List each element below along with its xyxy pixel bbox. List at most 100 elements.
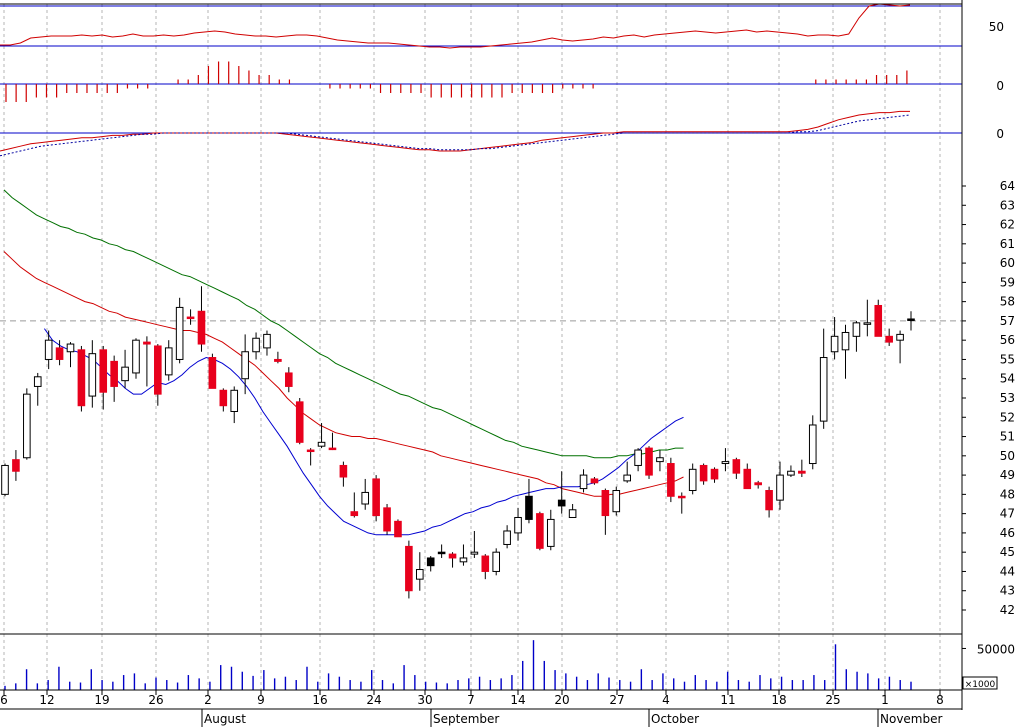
candle-body — [798, 470, 806, 474]
candlestick — [601, 488, 610, 535]
candle-body — [470, 551, 479, 555]
candlestick — [274, 351, 282, 364]
candlestick — [121, 349, 129, 389]
price-tick-label: 64 — [1000, 179, 1015, 193]
candle-body — [874, 304, 883, 337]
candlestick — [317, 423, 326, 449]
candle-body — [110, 360, 118, 387]
candle-body — [44, 339, 53, 360]
candle-body — [394, 520, 402, 538]
candle-body — [448, 553, 457, 559]
candle-body — [776, 474, 784, 501]
candlestick — [252, 332, 260, 360]
x-day-label: 16 — [312, 693, 327, 707]
candle-body — [241, 351, 249, 380]
macd-panel: 0 — [0, 110, 1004, 157]
candlestick — [677, 492, 686, 514]
candlestick — [645, 446, 653, 479]
candle-body — [721, 461, 730, 465]
price-tick-label: 46 — [1000, 526, 1015, 540]
candle-body — [274, 358, 282, 362]
candlestick — [230, 386, 239, 424]
candle-body — [656, 457, 664, 463]
candle-body — [12, 459, 20, 472]
candle-body — [503, 530, 511, 545]
candle-body — [306, 449, 315, 453]
candle-body — [754, 482, 762, 486]
x-day-label: 26 — [148, 693, 163, 707]
candle-body — [1, 464, 9, 495]
candle-body — [88, 353, 97, 397]
candle-body — [415, 569, 424, 580]
candle-body — [907, 318, 915, 321]
candlestick — [710, 467, 719, 483]
price-tick-label: 61 — [1000, 237, 1015, 251]
candle-body — [590, 478, 599, 484]
x-month-label: October — [651, 712, 699, 726]
candlestick — [459, 544, 468, 566]
moving-average-green — [3, 189, 684, 459]
candlestick — [415, 552, 424, 591]
price-tick-label: 57 — [1000, 314, 1015, 328]
x-day-label: 9 — [257, 693, 265, 707]
candlestick — [405, 540, 413, 599]
candle-body — [99, 349, 108, 393]
candle-body — [525, 495, 533, 520]
price-tick-label: 62 — [1000, 218, 1015, 232]
candlestick — [841, 324, 850, 379]
candlestick — [514, 507, 522, 541]
candle-body — [710, 468, 719, 480]
x-day-label: 6 — [0, 693, 8, 707]
candle-body — [143, 341, 151, 345]
candle-body — [459, 557, 468, 563]
candle-body — [852, 322, 861, 337]
x-day-label: 7 — [467, 693, 475, 707]
price-tick-label: 44 — [1000, 564, 1015, 578]
price-tick-label: 63 — [1000, 198, 1015, 212]
candle-body — [667, 463, 675, 497]
price-tick-label: 56 — [1000, 333, 1015, 347]
x-day-label: 1 — [881, 693, 889, 707]
candle-body — [350, 511, 359, 517]
macd-tick-label: 0 — [996, 127, 1004, 141]
momentum-panel: 0 — [0, 61, 1004, 102]
price-tick-label: 47 — [1000, 507, 1015, 521]
candlestick — [164, 340, 173, 381]
candlestick — [208, 353, 217, 389]
candle-body — [612, 490, 621, 513]
candle-body — [546, 518, 555, 547]
candlestick — [546, 509, 555, 551]
candle-body — [164, 347, 173, 376]
x-month-label: November — [880, 712, 942, 726]
candle-body — [863, 322, 872, 325]
candlestick — [579, 469, 588, 493]
candlestick — [503, 525, 511, 549]
candlestick — [437, 544, 446, 558]
x-day-label: 27 — [609, 693, 624, 707]
candlestick — [33, 372, 42, 406]
candlestick — [492, 548, 501, 576]
x-day-label: 11 — [720, 693, 735, 707]
candlestick — [907, 311, 915, 331]
candle-body — [263, 333, 271, 349]
price-tick-label: 48 — [1000, 487, 1015, 501]
x-month-label: September — [433, 712, 499, 726]
candlestick — [143, 336, 151, 387]
candle-body — [841, 331, 850, 351]
candlestick — [557, 471, 566, 514]
candlestick — [186, 309, 195, 325]
price-tick-label: 49 — [1000, 468, 1015, 482]
x-day-label: 19 — [94, 693, 109, 707]
candlestick — [328, 432, 337, 451]
candlestick — [885, 328, 893, 346]
candle-body — [437, 551, 446, 555]
candle-body — [743, 468, 752, 490]
candlestick — [470, 530, 479, 558]
candlestick — [241, 334, 249, 395]
x-day-label: 18 — [771, 693, 786, 707]
candle-body — [252, 337, 260, 353]
candle-body — [677, 495, 686, 499]
candle-body — [568, 509, 577, 518]
candlestick — [55, 340, 64, 366]
